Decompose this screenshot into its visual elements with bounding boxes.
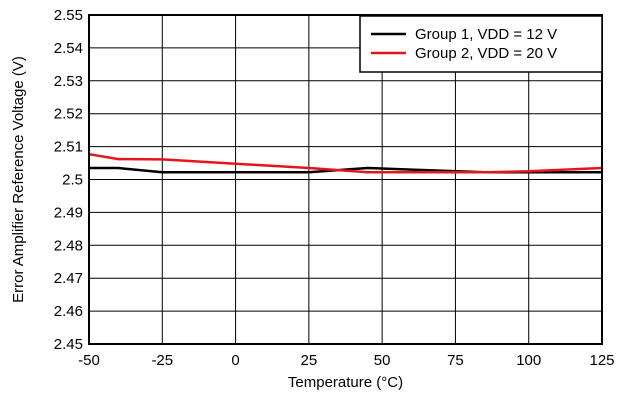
- plot-area-frame: [88, 14, 603, 345]
- x-tick-label: 75: [447, 352, 464, 369]
- x-tick-label: 25: [301, 352, 318, 369]
- y-tick-label: 2.46: [54, 303, 83, 320]
- y-tick-label: 2.48: [54, 237, 83, 254]
- y-tick-label: 2.47: [54, 270, 83, 287]
- x-tick-label: 50: [374, 352, 391, 369]
- legend-label-group-1: Group 1, VDD = 12 V: [415, 26, 557, 43]
- x-axis-title: Temperature (°C): [288, 374, 403, 391]
- legend-box: [359, 15, 603, 73]
- y-tick-label: 2.53: [54, 73, 83, 90]
- x-tick-label: -25: [151, 352, 173, 369]
- legend: Group 1, VDD = 12 V Group 2, VDD = 20 V: [359, 15, 603, 73]
- x-tick-label: -50: [78, 352, 100, 369]
- y-tick-label: 2.55: [54, 7, 83, 24]
- x-axis-tick-labels: -50 -25 0 25 50 75 100 125: [78, 352, 614, 369]
- y-tick-label: 2.5: [62, 172, 83, 189]
- x-tick-label: 0: [231, 352, 239, 369]
- legend-label-group-2: Group 2, VDD = 20 V: [415, 45, 557, 62]
- y-axis-title: Error Amplifier Reference Voltage (V): [10, 56, 27, 303]
- series-line-group-2: [88, 152, 603, 174]
- x-tick-label: 100: [516, 352, 541, 369]
- y-tick-label: 2.51: [54, 139, 83, 156]
- series-lines: [88, 152, 603, 174]
- y-tick-label: 2.49: [54, 204, 83, 221]
- y-tick-label: 2.52: [54, 106, 83, 123]
- y-tick-label: 2.45: [54, 336, 83, 353]
- y-tick-label: 2.54: [54, 40, 83, 57]
- y-axis-tick-labels: 2.45 2.46 2.47 2.48 2.49 2.5 2.51 2.52 2.53 2.54 2…: [54, 7, 83, 353]
- x-tick-label: 125: [589, 352, 614, 369]
